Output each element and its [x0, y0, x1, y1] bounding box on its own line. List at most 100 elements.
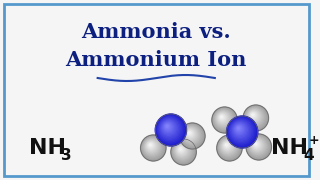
Circle shape — [214, 110, 233, 129]
Circle shape — [249, 137, 267, 156]
Circle shape — [188, 131, 191, 135]
Circle shape — [219, 137, 239, 158]
Circle shape — [227, 117, 257, 147]
Circle shape — [220, 139, 236, 154]
Text: NH: NH — [29, 138, 66, 158]
Text: Ammonia vs.: Ammonia vs. — [81, 22, 231, 42]
Circle shape — [247, 109, 262, 125]
Circle shape — [231, 121, 250, 140]
Circle shape — [180, 148, 181, 150]
Circle shape — [183, 126, 200, 144]
Circle shape — [144, 138, 161, 156]
Circle shape — [188, 132, 190, 134]
Circle shape — [178, 146, 185, 153]
Circle shape — [149, 144, 151, 146]
Circle shape — [235, 125, 244, 133]
Circle shape — [145, 140, 159, 153]
Circle shape — [247, 135, 269, 158]
Circle shape — [177, 145, 186, 154]
Circle shape — [252, 140, 262, 150]
Circle shape — [217, 135, 242, 161]
Circle shape — [250, 138, 265, 154]
Circle shape — [223, 141, 232, 150]
Circle shape — [180, 123, 205, 149]
Circle shape — [140, 135, 166, 161]
Circle shape — [226, 144, 227, 146]
Circle shape — [148, 143, 153, 148]
Text: +: + — [308, 134, 319, 147]
Circle shape — [244, 106, 268, 130]
Circle shape — [246, 108, 264, 127]
Circle shape — [224, 142, 230, 149]
Circle shape — [171, 139, 196, 165]
Circle shape — [158, 116, 183, 142]
Circle shape — [156, 115, 185, 145]
Circle shape — [187, 131, 192, 136]
Circle shape — [250, 111, 258, 120]
Circle shape — [163, 122, 173, 133]
Circle shape — [182, 126, 201, 145]
Circle shape — [214, 109, 234, 130]
Text: Ammonium Ion: Ammonium Ion — [66, 50, 247, 70]
Circle shape — [244, 106, 267, 129]
Circle shape — [225, 143, 228, 147]
Circle shape — [248, 110, 260, 122]
Circle shape — [221, 140, 235, 153]
Circle shape — [215, 110, 232, 128]
Circle shape — [172, 140, 194, 163]
Circle shape — [143, 138, 162, 157]
Circle shape — [179, 147, 182, 151]
Circle shape — [166, 125, 168, 127]
Circle shape — [253, 141, 260, 148]
Circle shape — [221, 116, 222, 118]
Circle shape — [162, 121, 175, 134]
Circle shape — [172, 140, 195, 164]
Circle shape — [222, 141, 233, 151]
Circle shape — [174, 142, 191, 160]
Circle shape — [232, 122, 249, 139]
Circle shape — [249, 137, 266, 155]
Circle shape — [254, 142, 259, 147]
Circle shape — [230, 120, 251, 141]
Circle shape — [251, 139, 264, 152]
Circle shape — [250, 112, 257, 119]
Circle shape — [141, 136, 165, 160]
Circle shape — [246, 134, 271, 160]
Circle shape — [164, 123, 172, 131]
Circle shape — [180, 124, 204, 148]
Circle shape — [155, 114, 187, 146]
Circle shape — [246, 108, 263, 126]
Text: NH: NH — [271, 138, 308, 158]
Circle shape — [249, 111, 259, 121]
Circle shape — [157, 116, 184, 143]
Circle shape — [212, 107, 237, 133]
Circle shape — [236, 126, 242, 132]
Circle shape — [252, 114, 254, 116]
Circle shape — [243, 105, 268, 131]
Circle shape — [212, 108, 236, 132]
Circle shape — [216, 112, 230, 125]
Circle shape — [146, 141, 156, 151]
Circle shape — [162, 120, 176, 135]
Circle shape — [159, 118, 180, 139]
Circle shape — [146, 140, 157, 152]
Circle shape — [222, 140, 234, 152]
Circle shape — [224, 143, 229, 148]
Circle shape — [237, 127, 240, 129]
Circle shape — [173, 141, 193, 162]
Circle shape — [148, 142, 154, 149]
Circle shape — [147, 141, 156, 150]
Circle shape — [219, 138, 238, 157]
Circle shape — [181, 124, 203, 147]
Circle shape — [216, 111, 231, 127]
Circle shape — [228, 118, 255, 145]
Circle shape — [247, 135, 270, 159]
Circle shape — [142, 137, 163, 158]
Text: 3: 3 — [60, 147, 71, 163]
Circle shape — [165, 124, 170, 129]
Circle shape — [220, 115, 224, 119]
Circle shape — [218, 136, 240, 159]
Circle shape — [251, 113, 256, 118]
Circle shape — [229, 118, 254, 144]
Circle shape — [218, 113, 228, 123]
